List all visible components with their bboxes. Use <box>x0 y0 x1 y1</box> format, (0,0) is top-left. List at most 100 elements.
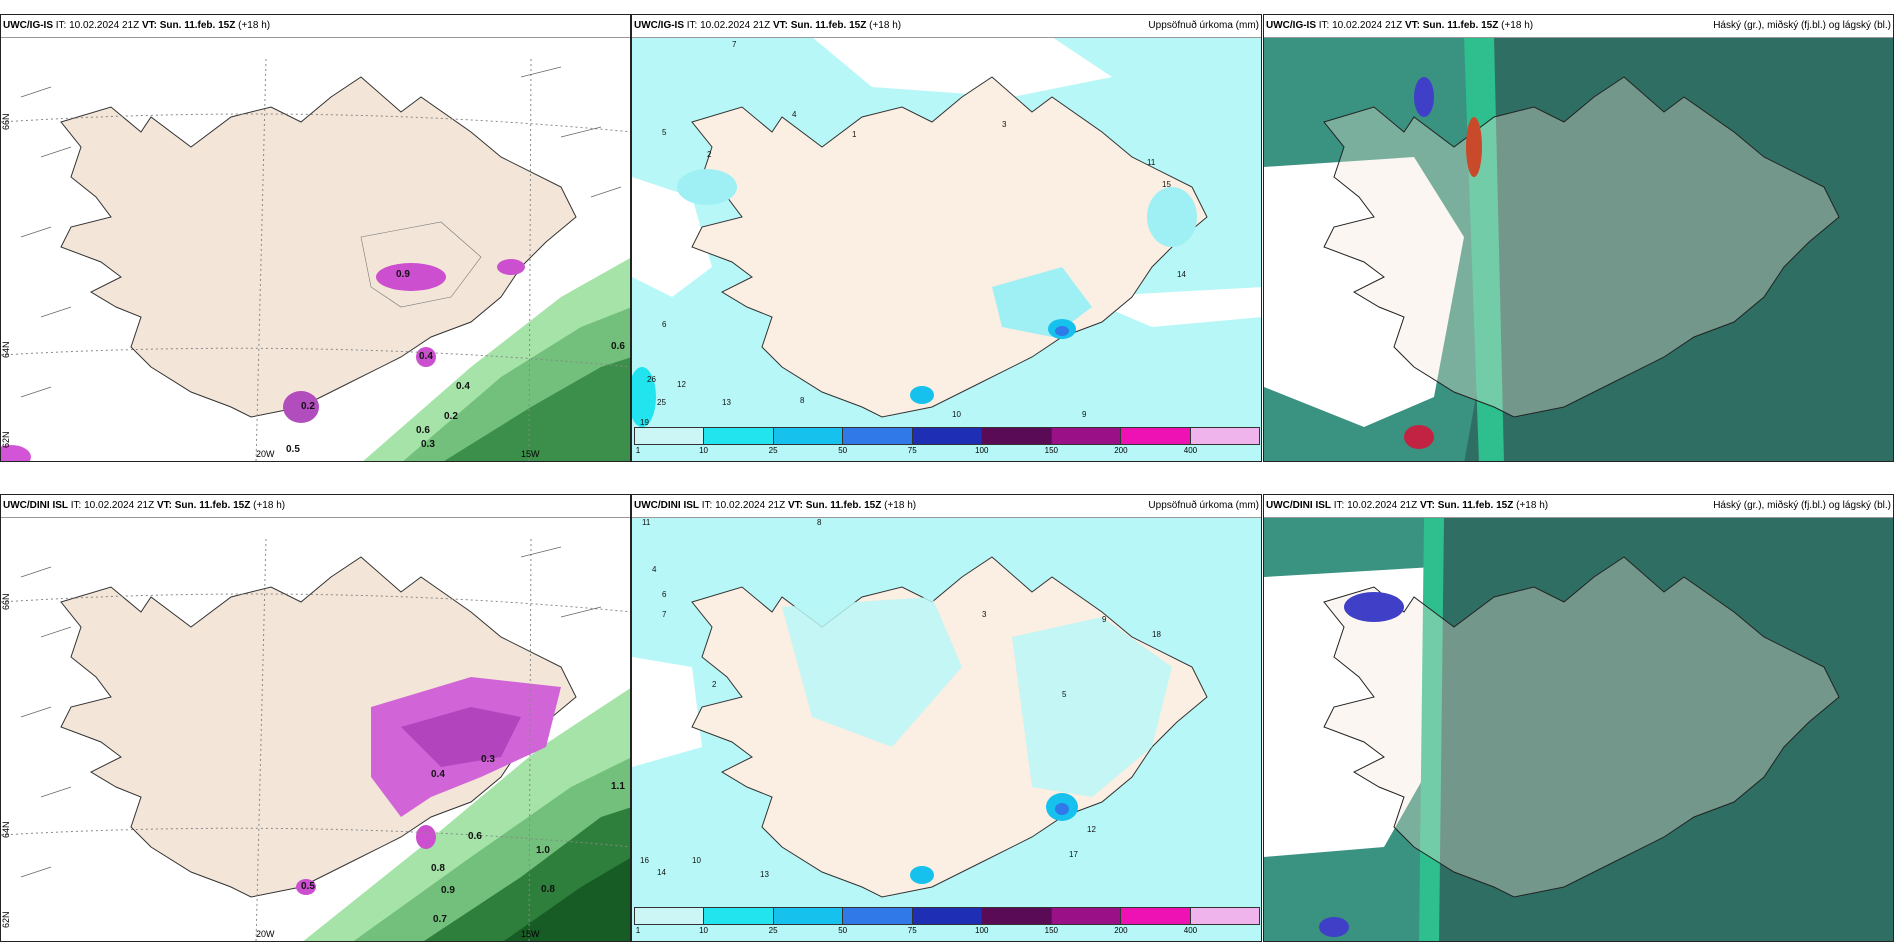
lead-time: (+18 h) <box>1516 500 1549 511</box>
lon-label: 15W <box>521 449 540 459</box>
value-label: 16 <box>640 856 649 865</box>
colorbar-tick: 1 <box>635 926 641 935</box>
value-label: 8 <box>800 396 805 405</box>
colorbar-segment <box>912 908 983 924</box>
colorbar-tick: 50 <box>838 446 848 455</box>
colorbar-segment <box>912 428 983 444</box>
colorbar-tick: 50 <box>838 926 848 935</box>
model-name: UWC/DINI ISL <box>1266 500 1331 511</box>
iceland-landmass <box>60 76 577 418</box>
value-label: 0.3 <box>481 754 495 765</box>
colorbar-segment <box>843 908 913 924</box>
lead-time: (+18 h) <box>253 500 286 511</box>
colorbar-tick: 100 <box>975 926 989 935</box>
iceland-landmass <box>60 556 577 898</box>
value-label: 1.1 <box>611 781 625 792</box>
lon-label: 20W <box>256 929 275 939</box>
value-label: 14 <box>657 868 666 877</box>
map-canvas: 66N 64N 62N 20W 15W 1.1 1.0 0.8 0.6 0.9 … <box>1 517 630 941</box>
colorbar-segment <box>773 908 844 924</box>
value-label: 0.4 <box>456 381 470 392</box>
colorbar-tick: 25 <box>768 926 778 935</box>
wind-barbs <box>20 66 622 398</box>
vt-time: Sun. 11.feb. 15Z <box>174 500 251 511</box>
lead-time: (+18 h) <box>1501 20 1534 31</box>
map-panel-wind-dini: UWC/DINI ISL IT: 10.02.2024 21Z VT: Sun.… <box>0 494 631 942</box>
map-canvas <box>1264 517 1893 941</box>
it-time: 10.02.2024 21Z <box>1332 20 1403 31</box>
colorbar-tick: 1 <box>635 446 641 455</box>
lat-label: 64N <box>1 341 11 358</box>
lat-label: 66N <box>1 113 11 130</box>
value-label: 0.2 <box>444 411 458 422</box>
map-panel-precip-igis: UWC/IG-IS IT: 10.02.2024 21Z VT: Sun. 11… <box>631 14 1262 462</box>
value-label: 10 <box>952 410 961 419</box>
colorbar-tick: 25 <box>768 446 778 455</box>
value-label: 0.7 <box>433 914 447 925</box>
vt-time: Sun. 11.feb. 15Z <box>1437 500 1514 511</box>
colorbar-tick: 400 <box>1183 446 1198 455</box>
vt-time: Sun. 11.feb. 15Z <box>159 20 236 31</box>
value-label: 4 <box>792 110 797 119</box>
colorbar-segment <box>773 428 844 444</box>
value-label: 7 <box>662 610 667 619</box>
lead-time: (+18 h) <box>884 500 917 511</box>
colorbar-segment <box>843 428 913 444</box>
value-label: 17 <box>1069 850 1078 859</box>
colorbar-segment <box>704 428 774 444</box>
it-label: IT: <box>70 500 82 511</box>
model-name: UWC/DINI ISL <box>3 500 68 511</box>
colorbar-segment <box>635 428 705 444</box>
value-label: 13 <box>722 398 731 407</box>
value-label: 1 <box>852 130 857 139</box>
value-label: 11 <box>642 518 651 527</box>
value-label: 13 <box>760 870 769 879</box>
value-label: 0.5 <box>286 444 300 455</box>
value-label: 2 <box>707 150 712 159</box>
snow-patch <box>376 263 446 291</box>
colorbar-tick: 75 <box>907 926 917 935</box>
value-label: 0.6 <box>611 341 625 352</box>
map-panel-precip-dini: UWC/DINI ISL IT: 10.02.2024 21Z VT: Sun.… <box>631 494 1262 942</box>
lead-time: (+18 h) <box>869 20 902 31</box>
model-name: UWC/DINI ISL <box>634 500 699 511</box>
colorbar-segment <box>704 908 774 924</box>
value-label: 26 <box>647 375 656 384</box>
vt-label: VT: <box>156 500 172 511</box>
panel-title: Uppsöfnuð úrkoma (mm) <box>1148 500 1259 511</box>
vt-label: VT: <box>787 500 803 511</box>
value-label: 7 <box>732 40 737 49</box>
it-time: 10.02.2024 21Z <box>715 500 786 511</box>
panel-header: UWC/IG-IS IT: 10.02.2024 21Z VT: Sun. 11… <box>1 15 630 38</box>
value-label: 3 <box>1002 120 1007 129</box>
colorbar: 1 10 25 50 75 100 150 200 400 <box>634 907 1260 937</box>
value-label: 14 <box>1177 270 1186 279</box>
panel-header: UWC/IG-IS IT: 10.02.2024 21Z VT: Sun. 11… <box>1264 15 1893 38</box>
colorbar-tick: 200 <box>1114 446 1128 455</box>
panel-title: Háský (gr.), miðský (fj.bl.) og lágský (… <box>1713 500 1891 511</box>
vt-label: VT: <box>1404 20 1420 31</box>
colorbar-tick: 400 <box>1183 926 1198 935</box>
value-label: 25 <box>657 398 666 407</box>
value-label: 2 <box>712 680 717 689</box>
vt-time: Sun. 11.feb. 15Z <box>1422 20 1499 31</box>
value-label: 0.9 <box>441 885 455 896</box>
colorbar-tick: 10 <box>699 446 708 455</box>
panel-header: UWC/DINI ISL IT: 10.02.2024 21Z VT: Sun.… <box>1264 495 1893 518</box>
hatched-area <box>360 221 482 308</box>
it-label: IT: <box>1333 500 1345 511</box>
colorbar-tick: 100 <box>975 446 989 455</box>
value-label: 0.4 <box>419 351 433 362</box>
panel-title: Háský (gr.), miðský (fj.bl.) og lágský (… <box>1713 20 1891 31</box>
lon-label: 15W <box>521 929 540 939</box>
it-label: IT: <box>686 20 698 31</box>
lat-label: 66N <box>1 593 11 610</box>
value-label: 0.6 <box>468 831 482 842</box>
value-label: 0.8 <box>431 863 445 874</box>
vt-label: VT: <box>772 20 788 31</box>
value-label: 10 <box>692 856 701 865</box>
value-label: 19 <box>640 418 649 427</box>
value-label: 5 <box>1062 690 1067 699</box>
colorbar-segment <box>1051 428 1122 444</box>
panel-header: UWC/DINI ISL IT: 10.02.2024 21Z VT: Sun.… <box>1 495 630 518</box>
